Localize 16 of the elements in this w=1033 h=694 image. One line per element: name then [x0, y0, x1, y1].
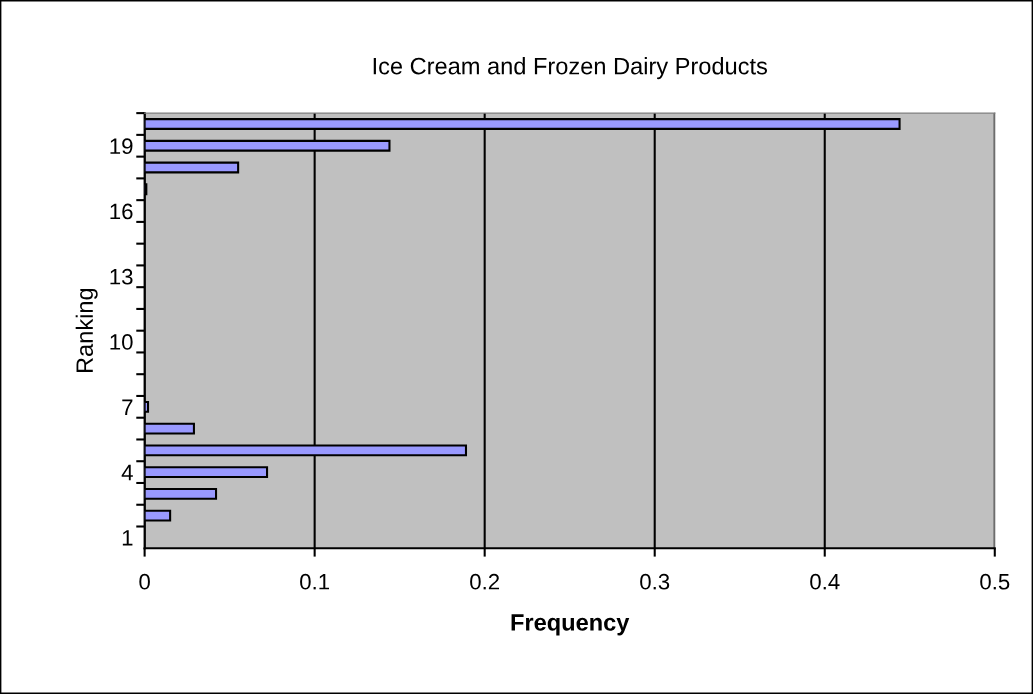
- x-tick-label: 0.3: [640, 573, 670, 590]
- y-tick-label: 1: [122, 530, 133, 546]
- x-tick-label: 0.4: [810, 573, 840, 590]
- y-axis-title: Ranking: [75, 288, 98, 373]
- chart-title: Ice Cream and Frozen Dairy Products: [373, 57, 768, 80]
- y-tick-label: 13: [110, 268, 133, 285]
- y-tick-label: 16: [110, 203, 133, 220]
- x-axis-title: Frequency: [511, 614, 630, 636]
- y-tick-label: 4: [121, 464, 133, 481]
- y-tick-label: 10: [110, 334, 133, 350]
- x-tick-label: 0.1: [300, 573, 330, 590]
- x-tick-label: 0.5: [980, 573, 1010, 590]
- x-tick-label: 0: [139, 573, 150, 590]
- y-tick-label: 7: [122, 399, 133, 415]
- y-tick-label: 19: [110, 138, 133, 155]
- x-tick-label: 0.2: [470, 573, 500, 590]
